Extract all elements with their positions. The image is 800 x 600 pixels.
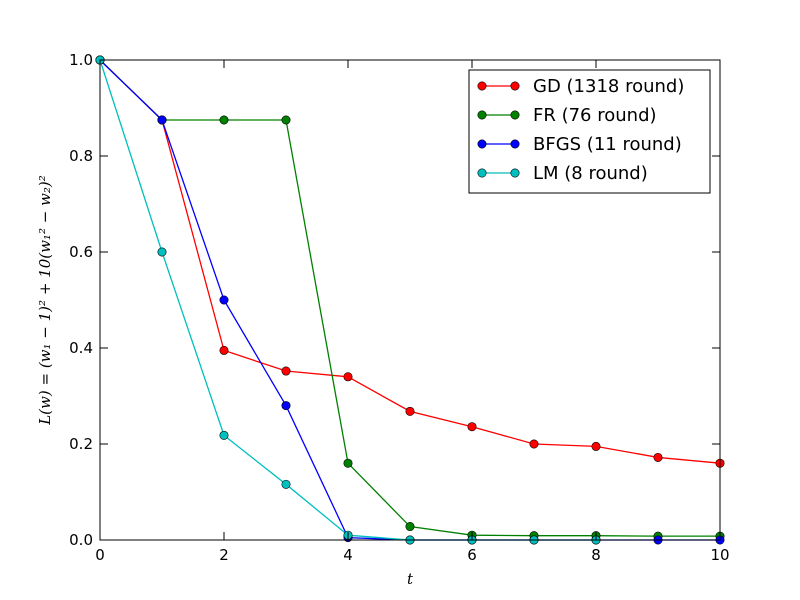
y-tick-label: 0.4 — [69, 339, 93, 357]
legend-item: GD (1318 round) — [477, 76, 684, 97]
data-point — [467, 422, 477, 432]
legend-label: BFGS (11 round) — [533, 134, 682, 155]
data-point — [157, 247, 167, 257]
data-point — [281, 479, 291, 489]
legend-marker — [510, 139, 520, 149]
data-point — [219, 430, 229, 440]
data-point — [405, 522, 415, 532]
data-point — [281, 366, 291, 376]
data-point — [219, 115, 229, 125]
ticks-layer: 0 2 4 6 8 10 0.0 0.2 0.4 0.6 0.8 1.0 — [69, 51, 729, 564]
x-axis-label: t — [407, 570, 414, 588]
data-point — [591, 441, 601, 451]
data-point — [281, 115, 291, 125]
legend-item: LM (8 round) — [477, 163, 648, 184]
plot-frame — [99, 59, 721, 541]
legend-item: BFGS (11 round) — [477, 134, 682, 155]
data-point — [343, 372, 353, 382]
legend: GD (1318 round) FR (76 round) BFGS (11 rou… — [468, 69, 711, 194]
y-tick-label: 0.6 — [69, 243, 93, 261]
legend-label: LM (8 round) — [533, 163, 648, 184]
legend-label: FR (76 round) — [533, 105, 657, 126]
data-point — [343, 458, 353, 468]
x-tick-label: 10 — [710, 546, 729, 564]
y-tick-label: 1.0 — [69, 51, 93, 69]
legend-marker — [510, 81, 520, 91]
x-tick-label: 2 — [219, 546, 229, 564]
x-tick-label: 6 — [467, 546, 477, 564]
legend-marker — [477, 110, 487, 120]
legend-marker — [510, 168, 520, 178]
legend-marker — [477, 168, 487, 178]
data-point — [405, 406, 415, 416]
y-axis-label: L(w) = (w₁ − 1)² + 10(w₁² − w₂)² — [36, 175, 54, 426]
data-point — [219, 295, 229, 305]
y-tick-label: 0.8 — [69, 147, 93, 165]
data-point — [529, 439, 539, 449]
x-tick-label: 4 — [343, 546, 353, 564]
legend-marker — [510, 110, 520, 120]
data-point — [157, 115, 167, 125]
data-point — [281, 401, 291, 411]
legend-item: FR (76 round) — [477, 105, 657, 126]
y-tick-label: 0.2 — [69, 435, 93, 453]
x-tick-label: 8 — [591, 546, 601, 564]
data-point — [219, 345, 229, 355]
legend-marker — [477, 139, 487, 149]
y-tick-label: 0.0 — [69, 531, 93, 549]
legend-marker — [477, 81, 487, 91]
x-tick-label: 0 — [95, 546, 105, 564]
data-point — [653, 452, 663, 462]
legend-label: GD (1318 round) — [533, 76, 684, 97]
